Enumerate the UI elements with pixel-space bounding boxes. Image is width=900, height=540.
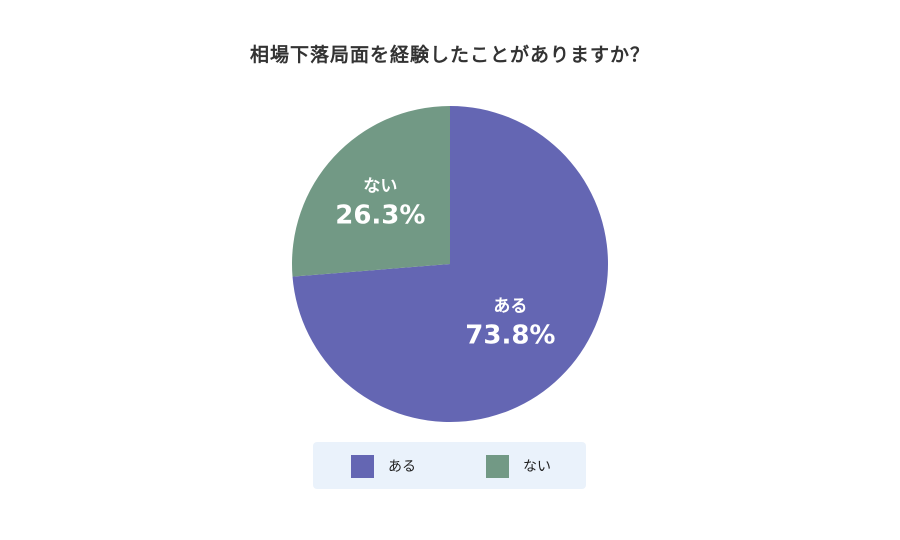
slice-name-aru: ある <box>493 297 527 317</box>
slice-name-nai: ない <box>363 177 397 197</box>
slice-value-aru: 73.8% <box>465 321 555 351</box>
legend-swatch-aru <box>351 454 374 478</box>
pie-slice-nai <box>292 106 450 277</box>
legend-item-aru: ある <box>351 454 416 478</box>
legend-item-nai: ない <box>486 454 551 478</box>
chart-legend: ある ない <box>313 442 586 489</box>
pie-slice-aru <box>292 106 608 422</box>
legend-swatch-nai <box>486 454 509 478</box>
chart-title: 相場下落局面を経験したことがありますか？ <box>249 44 650 66</box>
legend-label-aru: ある <box>388 459 416 475</box>
slice-value-nai: 26.3% <box>335 201 425 231</box>
legend-label-nai: ない <box>523 459 551 475</box>
